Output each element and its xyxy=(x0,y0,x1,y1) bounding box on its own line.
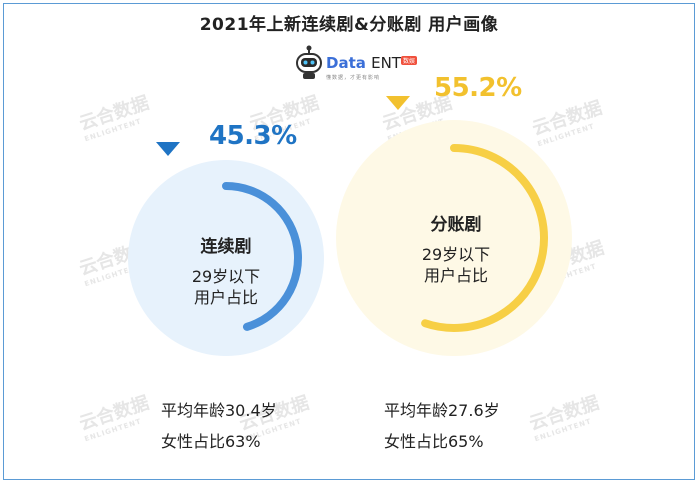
serial-percent-arc xyxy=(222,182,302,331)
split-percent-arc xyxy=(421,144,548,332)
split-percent-label: 55.2% xyxy=(434,73,522,103)
serial-category-label: 连续剧 xyxy=(200,237,252,257)
serial-arrow-marker xyxy=(156,142,180,156)
split-circle-background xyxy=(336,120,572,356)
robot-icon xyxy=(296,45,322,79)
split-arrow-marker xyxy=(386,96,410,110)
serial-female-ratio: 女性占比63% xyxy=(161,432,261,451)
brand-badge: 数娱 xyxy=(401,56,418,65)
brand-logo: Data ENT 数娱 懂数据，才更有影响 xyxy=(294,44,424,86)
serial-average-age: 平均年龄30.4岁 xyxy=(161,401,277,420)
split-average-age: 平均年龄27.6岁 xyxy=(384,401,500,420)
split-category-label: 分账剧 xyxy=(430,215,482,235)
chart-title: 2021年上新连续剧&分账剧 用户画像 xyxy=(199,15,499,35)
brand-tagline: 懂数据，才更有影响 xyxy=(326,75,381,81)
serial-percent-label: 45.3% xyxy=(209,121,297,151)
pie-chart xyxy=(128,120,572,356)
split-female-ratio: 女性占比65% xyxy=(384,432,484,451)
split-description: 29岁以下 用户占比 xyxy=(421,245,491,285)
brand-name: Data ENT xyxy=(326,54,401,72)
serial-description: 29岁以下 用户占比 xyxy=(191,267,261,307)
